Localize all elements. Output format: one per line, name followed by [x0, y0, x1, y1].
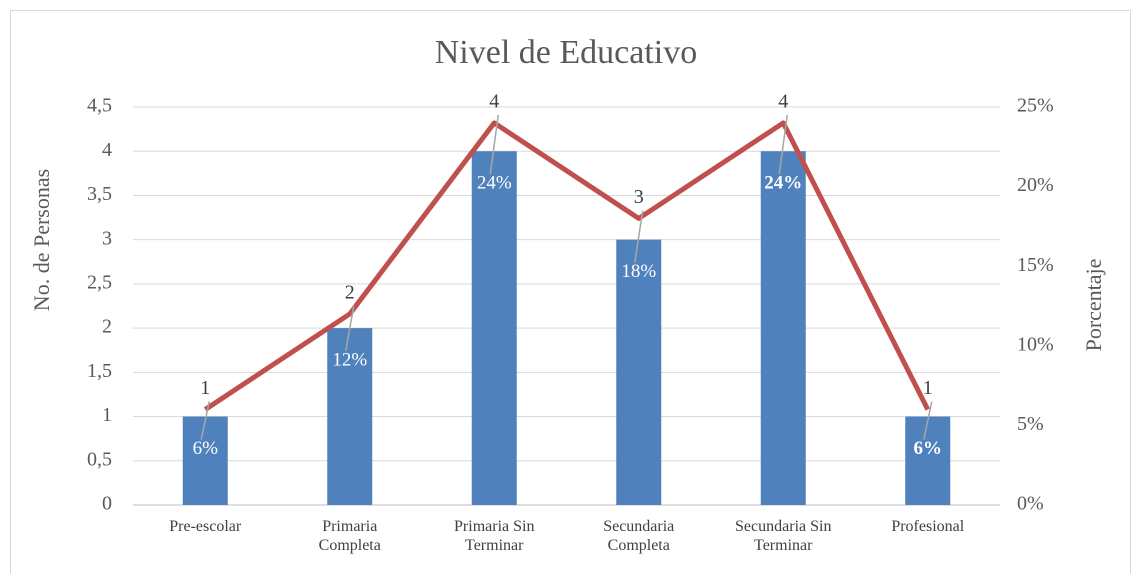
bar-value-label: 4 [489, 91, 499, 113]
leader-line [634, 210, 644, 263]
chart-border [10, 10, 1131, 574]
line [203, 120, 930, 412]
leader-line [778, 114, 788, 175]
bar [760, 151, 806, 505]
y2-tick-label: 5% [1017, 413, 1044, 435]
line-value-label: 6% [193, 438, 219, 459]
y-tick-label: 0 [102, 493, 112, 515]
y-axis-title: No. de Personas [29, 169, 54, 311]
y2-tick-label: 10% [1017, 333, 1054, 355]
y2-tick-label: 20% [1017, 174, 1054, 196]
y2-tick-label: 25% [1017, 95, 1054, 117]
y2-tick-label: 15% [1017, 254, 1054, 276]
bar-value-label: 2 [345, 282, 355, 304]
line-value-label: 24% [764, 173, 802, 194]
leader-line [923, 401, 933, 440]
line-value-label: 12% [332, 349, 367, 370]
y-tick-label: 3 [102, 227, 112, 249]
line-value-label: 6% [914, 438, 943, 459]
bar-value-label: 1 [923, 377, 933, 399]
y2-axis-title: Porcentaje [1081, 259, 1106, 352]
bar-value-label: 1 [200, 377, 210, 399]
leader-line [200, 401, 210, 440]
y-tick-label: 0,5 [87, 448, 112, 470]
y-tick-label: 1 [102, 404, 112, 426]
line-value-label: 18% [621, 261, 656, 282]
bar [905, 416, 951, 505]
bar-value-label: 4 [778, 91, 788, 113]
y2-tick-label: 0% [1017, 493, 1044, 515]
bar [471, 151, 517, 505]
bar [182, 416, 228, 505]
x-tick-label: Secundaria Completa [603, 518, 675, 554]
leader-line [489, 114, 499, 175]
bar [327, 328, 373, 505]
y-tick-label: 4,5 [87, 95, 112, 117]
y-tick-label: 3,5 [87, 183, 112, 205]
y-tick-label: 2 [102, 316, 112, 338]
y-tick-label: 4 [102, 139, 112, 161]
y-tick-label: 2,5 [87, 271, 112, 293]
bar-value-label: 3 [634, 186, 644, 208]
leader-line [345, 305, 355, 352]
y-tick-label: 1,5 [87, 360, 112, 382]
x-tick-label: Primaria Sin Terminar [454, 518, 535, 554]
chart-title: Nivel de Educativo [435, 34, 697, 71]
line-value-label: 24% [477, 173, 512, 194]
x-tick-label: Primaria Completa [318, 518, 381, 554]
x-tick-label: Secundaria Sin Terminar [735, 518, 832, 554]
x-tick-label: Pre-escolar [169, 518, 242, 535]
x-tick-label: Profesional [891, 518, 965, 535]
bar [616, 239, 662, 505]
